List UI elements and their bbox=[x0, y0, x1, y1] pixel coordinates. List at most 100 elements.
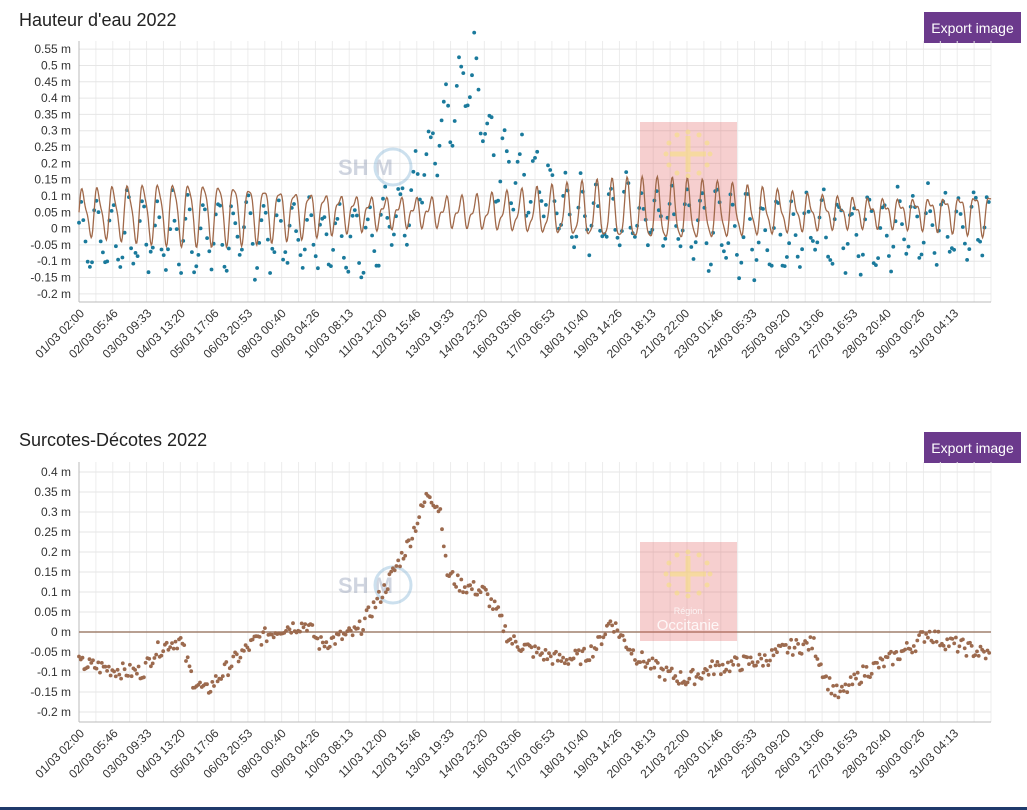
data-point bbox=[533, 156, 537, 160]
data-point bbox=[189, 669, 194, 674]
data-point bbox=[756, 240, 761, 245]
y-tick-label: 0.55 m bbox=[34, 42, 71, 56]
data-point bbox=[470, 73, 474, 78]
data-point bbox=[224, 660, 229, 664]
data-point bbox=[507, 159, 511, 164]
chart-panel-surge: Surcotes-Décotes 2022 Export image -0.2 … bbox=[0, 420, 1027, 805]
y-tick-label: 0.15 m bbox=[34, 173, 71, 187]
data-point bbox=[528, 200, 533, 204]
data-point bbox=[765, 248, 770, 253]
data-point bbox=[828, 258, 833, 262]
data-point bbox=[363, 616, 367, 621]
data-point bbox=[87, 657, 92, 662]
data-point bbox=[910, 194, 915, 198]
data-point bbox=[461, 590, 465, 595]
data-point bbox=[422, 500, 427, 505]
data-point bbox=[234, 652, 239, 657]
data-point bbox=[754, 663, 758, 668]
data-point bbox=[539, 199, 544, 203]
data-point bbox=[520, 647, 525, 652]
data-point bbox=[617, 243, 622, 248]
export-image-button[interactable]: Export image bbox=[924, 12, 1021, 43]
data-point bbox=[509, 201, 513, 206]
data-point bbox=[271, 635, 276, 640]
data-point bbox=[924, 632, 928, 636]
data-point bbox=[485, 592, 490, 597]
chart-title: Surcotes-Décotes 2022 bbox=[19, 430, 208, 450]
data-point bbox=[708, 664, 713, 669]
data-point bbox=[793, 233, 798, 238]
data-point bbox=[943, 647, 948, 652]
data-point bbox=[205, 682, 209, 687]
data-point bbox=[889, 649, 893, 654]
data-point bbox=[531, 655, 536, 659]
data-point bbox=[604, 234, 609, 239]
data-point bbox=[961, 637, 965, 642]
data-point bbox=[101, 250, 105, 255]
data-point bbox=[300, 266, 305, 270]
data-point bbox=[594, 647, 599, 652]
data-point bbox=[804, 641, 809, 645]
data-point bbox=[791, 212, 796, 217]
data-point bbox=[450, 143, 455, 148]
data-point bbox=[945, 235, 950, 239]
data-point bbox=[159, 247, 164, 252]
data-point bbox=[468, 583, 472, 588]
data-point bbox=[829, 691, 834, 696]
data-point bbox=[615, 628, 620, 633]
data-point bbox=[975, 649, 979, 654]
data-point bbox=[755, 660, 760, 664]
y-tick-label: 0.2 m bbox=[41, 545, 71, 559]
data-point bbox=[508, 637, 513, 641]
data-point bbox=[504, 149, 509, 154]
data-point bbox=[854, 233, 859, 237]
data-point bbox=[441, 99, 446, 104]
data-point bbox=[144, 242, 149, 247]
data-point bbox=[220, 243, 225, 247]
data-point bbox=[292, 202, 296, 206]
data-point bbox=[957, 644, 962, 649]
data-point bbox=[645, 661, 650, 666]
data-point bbox=[869, 209, 874, 214]
data-point bbox=[85, 259, 90, 264]
data-point bbox=[783, 643, 788, 647]
data-point bbox=[904, 641, 909, 645]
data-point bbox=[164, 640, 169, 645]
data-point bbox=[827, 676, 832, 680]
data-point bbox=[119, 676, 123, 681]
data-point bbox=[111, 203, 116, 208]
data-point bbox=[522, 172, 526, 177]
data-point bbox=[570, 235, 574, 240]
data-point bbox=[884, 233, 889, 238]
data-point bbox=[709, 262, 713, 267]
y-tick-label: -0.15 m bbox=[30, 271, 71, 285]
data-point bbox=[769, 263, 774, 268]
export-image-button[interactable]: Export image bbox=[924, 432, 1021, 463]
data-point bbox=[701, 670, 706, 675]
data-point bbox=[563, 170, 568, 175]
chart-panel-water-height: Hauteur d'eau 2022 Export image -0.2 m -0… bbox=[0, 0, 1027, 400]
data-point bbox=[720, 662, 725, 667]
data-point bbox=[266, 237, 270, 242]
data-point bbox=[184, 659, 188, 663]
data-point bbox=[361, 270, 366, 275]
data-point bbox=[515, 159, 520, 164]
data-point bbox=[874, 263, 878, 267]
data-point bbox=[91, 658, 95, 663]
data-point bbox=[253, 277, 257, 282]
data-point bbox=[444, 82, 448, 87]
data-point bbox=[166, 647, 171, 652]
data-point bbox=[179, 271, 184, 275]
data-point bbox=[437, 143, 442, 148]
data-point bbox=[928, 209, 933, 214]
data-point bbox=[324, 232, 329, 237]
data-point bbox=[146, 270, 151, 275]
shom-logo-text: SH M bbox=[338, 155, 393, 180]
data-point bbox=[693, 240, 698, 245]
data-point bbox=[161, 253, 166, 257]
data-point bbox=[263, 626, 267, 630]
data-point bbox=[603, 632, 608, 637]
data-point bbox=[313, 254, 318, 259]
data-point bbox=[320, 640, 325, 645]
data-point bbox=[133, 251, 138, 255]
